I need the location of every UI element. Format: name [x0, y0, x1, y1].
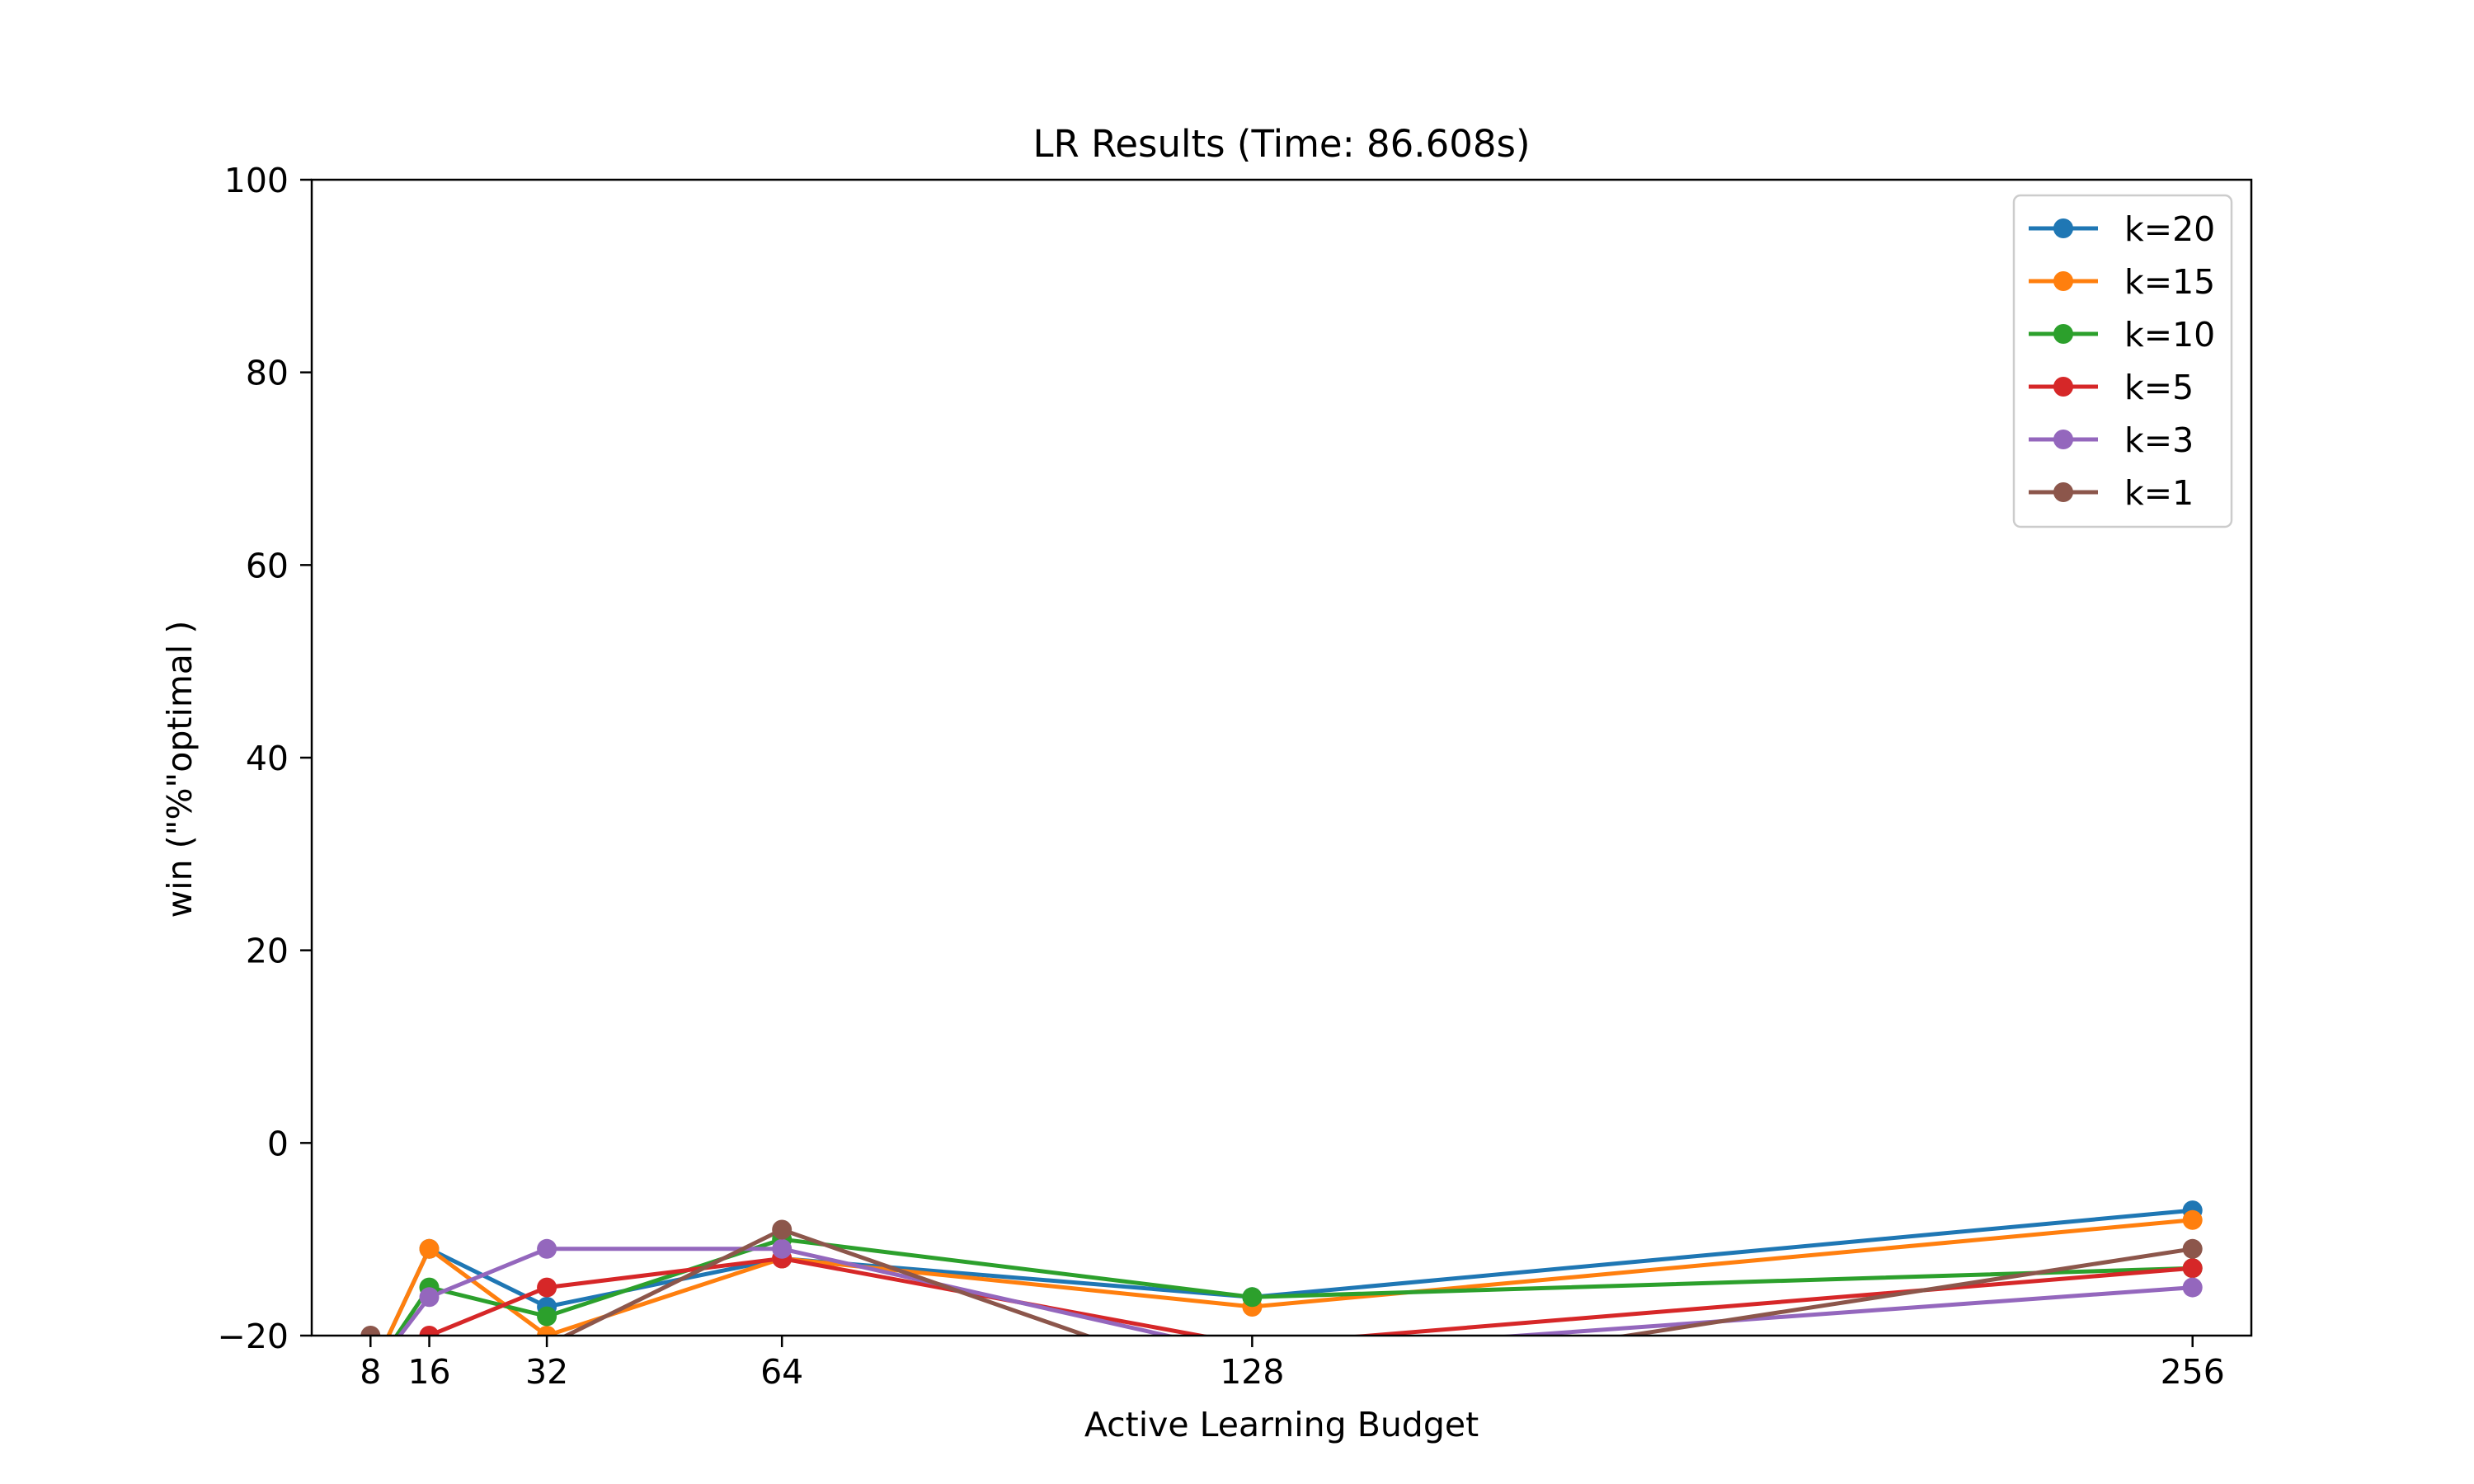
legend-label-k=20: k=20 — [2124, 209, 2215, 249]
legend-marker-k=15 — [2053, 271, 2073, 291]
x-tick-label-8: 8 — [360, 1352, 381, 1392]
data-point-k=3-16 — [419, 1287, 440, 1308]
data-point-k=15-16 — [419, 1238, 440, 1259]
x-tick-label-32: 32 — [525, 1352, 568, 1392]
x-tick-label-256: 256 — [2161, 1352, 2225, 1392]
y-tick-label-80: 80 — [246, 354, 289, 393]
data-point-k=5-16 — [419, 1326, 440, 1336]
y-tick-label--20: −20 — [217, 1317, 289, 1356]
data-point-k=3-64 — [772, 1238, 793, 1259]
legend-marker-k=3 — [2053, 430, 2073, 449]
series-line-k=1 — [370, 1228, 2194, 1336]
legend-label-k=5: k=5 — [2124, 368, 2194, 407]
series-line-k=5 — [425, 1256, 2193, 1336]
y-tick-label-100: 100 — [224, 161, 289, 200]
data-point-k=5-256 — [2182, 1258, 2203, 1279]
y-axis-ticks: −20 0 20 40 60 80 100 — [217, 161, 312, 1356]
legend-label-k=10: k=10 — [2124, 315, 2215, 355]
legend-marker-k=20 — [2053, 218, 2073, 238]
data-point-k=5-32 — [537, 1277, 557, 1298]
series-line-k=3 — [397, 1247, 2193, 1336]
data-point-k=1-64 — [772, 1219, 793, 1240]
data-point-k=15-256 — [2182, 1209, 2203, 1230]
y-tick-label-60: 60 — [246, 546, 289, 585]
legend-marker-k=1 — [2053, 482, 2073, 502]
series-group — [360, 1200, 2203, 1336]
x-tick-label-16: 16 — [407, 1352, 450, 1392]
legend-label-k=15: k=15 — [2124, 262, 2215, 302]
data-point-k=1-256 — [2182, 1238, 2203, 1259]
data-point-k=3-32 — [537, 1238, 557, 1259]
data-point-k=10-128 — [1242, 1287, 1263, 1308]
legend-label-k=3: k=3 — [2124, 420, 2194, 460]
y-tick-label-0: 0 — [267, 1124, 289, 1163]
y-tick-label-20: 20 — [246, 932, 289, 971]
plot-frame — [310, 178, 2253, 1337]
plot-area — [310, 178, 2253, 1337]
legend-marker-k=5 — [2053, 377, 2073, 397]
x-tick-label-64: 64 — [760, 1352, 803, 1392]
data-point-k=10-32 — [537, 1306, 557, 1327]
series-line-k=10 — [393, 1237, 2193, 1336]
y-axis-label: win ("%"optimal ) — [160, 621, 200, 918]
x-axis-label: Active Learning Budget — [1084, 1405, 1479, 1444]
data-point-k=3-256 — [2182, 1277, 2203, 1298]
legend: k=20 k=15 k=10 k=5 k=3 k=1 — [2012, 194, 2233, 528]
x-axis-ticks: 8 16 32 64 128 256 — [360, 1336, 2225, 1392]
chart-title: LR Results (Time: 86.608s) — [1032, 122, 1530, 166]
x-tick-label-128: 128 — [1220, 1352, 1284, 1392]
data-point-k=15-32 — [537, 1326, 557, 1336]
legend-marker-k=10 — [2053, 324, 2073, 344]
data-point-k=1-8 — [360, 1326, 381, 1336]
y-tick-label-40: 40 — [246, 739, 289, 778]
legend-label-k=1: k=1 — [2124, 473, 2194, 513]
